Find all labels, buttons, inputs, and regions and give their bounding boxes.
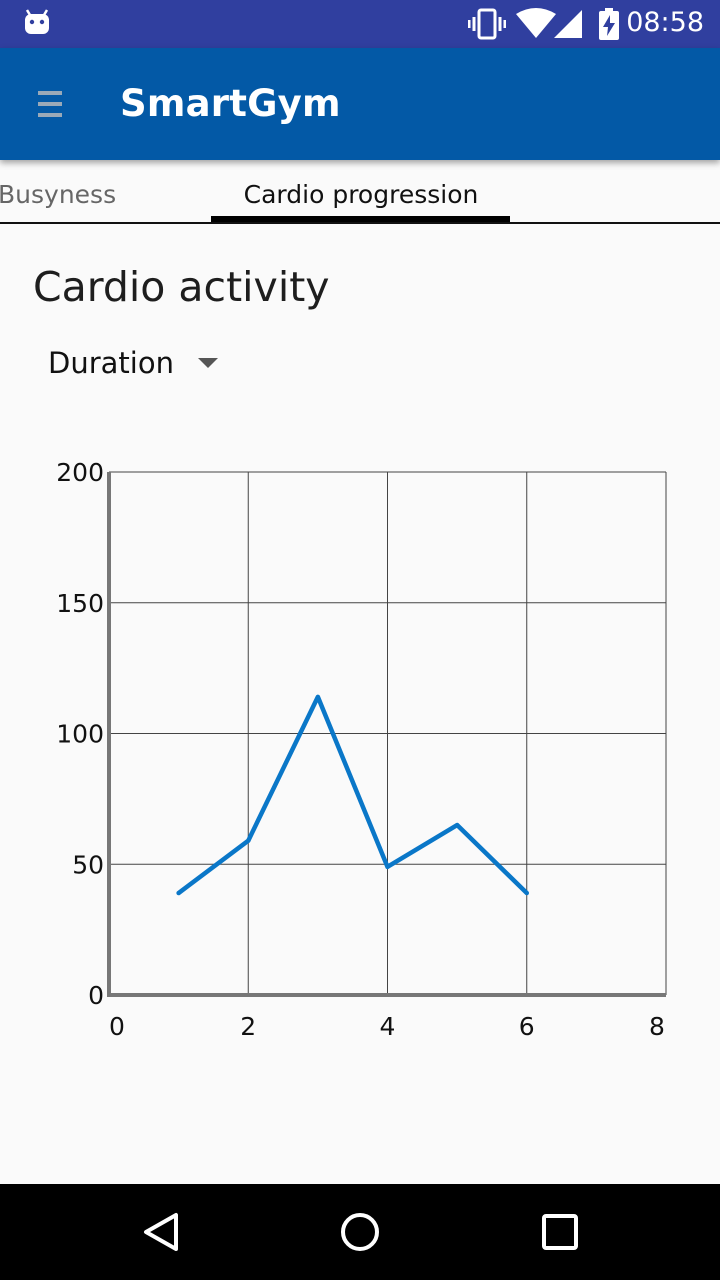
menu-icon	[38, 91, 62, 95]
data-point	[315, 694, 320, 699]
chart-series	[176, 694, 529, 896]
x-tick-label: 2	[240, 1012, 256, 1041]
home-icon[interactable]	[336, 1208, 384, 1256]
data-point	[176, 891, 181, 896]
y-tick-label: 150	[56, 589, 104, 618]
dropdown-arrow-icon	[198, 358, 218, 368]
y-tick-label: 100	[56, 720, 104, 749]
chart-grid	[109, 471, 667, 995]
chart-axes	[107, 472, 666, 997]
back-icon[interactable]	[138, 1208, 186, 1256]
tab-busyness[interactable]: Busyness	[0, 180, 117, 209]
cardio-line-chart: 0 50 100 150 200 0 2 4 6 8	[56, 458, 667, 1041]
chart-tick-labels: 0 50 100 150 200 0 2 4 6 8	[56, 458, 665, 1041]
status-time: 08:58	[626, 7, 704, 38]
data-point	[385, 864, 390, 869]
data-point	[246, 838, 251, 843]
tab-bar: Busyness Cardio progression	[0, 160, 720, 224]
series-line	[176, 694, 529, 896]
tab-cardio-progression[interactable]: Cardio progression	[243, 180, 479, 209]
tab-selected-indicator	[211, 216, 510, 222]
signal-icon	[554, 10, 582, 38]
vibrate-icon	[468, 8, 506, 40]
app-title: SmartGym	[120, 82, 341, 125]
metric-dropdown[interactable]: Duration	[36, 334, 236, 394]
y-tick-label: 200	[56, 458, 104, 487]
y-tick-label: 0	[88, 981, 104, 1010]
data-point	[524, 891, 529, 896]
recents-icon[interactable]	[536, 1208, 584, 1256]
battery-charging-icon	[599, 8, 619, 40]
x-tick-label: 4	[380, 1012, 396, 1041]
menu-button[interactable]	[22, 76, 78, 132]
page-heading: Cardio activity	[33, 263, 330, 311]
x-tick-label: 6	[519, 1012, 535, 1041]
x-tick-label: 0	[109, 1012, 125, 1041]
metric-dropdown-value: Duration	[48, 346, 174, 380]
data-point	[455, 823, 460, 828]
android-icon	[25, 9, 49, 34]
app-bar: SmartGym	[0, 48, 720, 160]
y-tick-label: 50	[72, 850, 104, 879]
x-tick-label: 8	[649, 1012, 665, 1041]
status-bar: 08:58	[0, 0, 720, 48]
navigation-bar	[0, 1184, 720, 1280]
wifi-icon	[516, 8, 556, 38]
